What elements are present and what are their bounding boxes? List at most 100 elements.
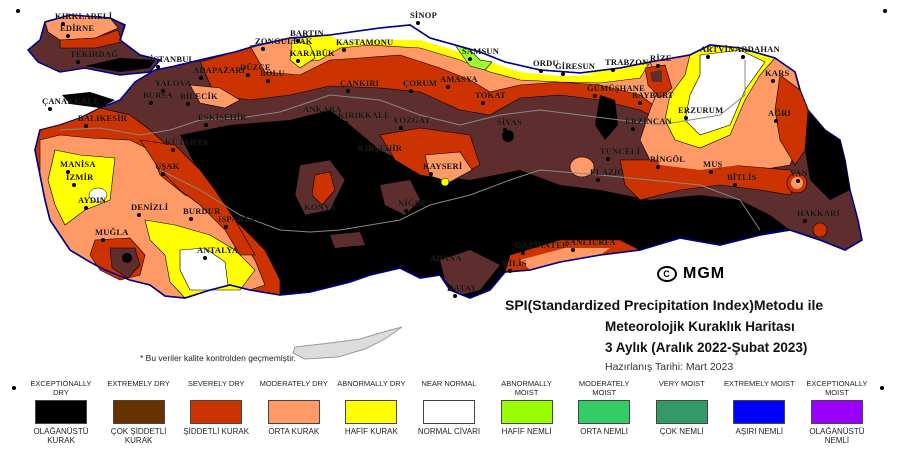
city-marker bbox=[771, 79, 775, 83]
city-marker bbox=[156, 65, 160, 69]
city-marker bbox=[774, 119, 778, 123]
city-label: TEKİRDAĞ bbox=[70, 49, 118, 59]
city-marker bbox=[638, 101, 642, 105]
legend-item-extremely-dry: EXTREMELY DRY ÇOK ŞİDDETLİ KURAK bbox=[107, 379, 170, 445]
city-label: KAYSERİ bbox=[423, 161, 463, 171]
city-label: ISPARTA bbox=[218, 214, 256, 224]
map-title-line3: 3 Aylık (Aralık 2022-Şubat 2023) bbox=[605, 340, 808, 355]
city-marker bbox=[161, 172, 165, 176]
city-marker bbox=[399, 126, 403, 130]
city-marker bbox=[161, 89, 165, 93]
city-label: MUŞ bbox=[703, 159, 723, 169]
city-label: BARTIN bbox=[290, 28, 324, 38]
city-label: HATAY bbox=[447, 283, 477, 293]
city-marker bbox=[224, 225, 228, 229]
city-marker bbox=[48, 107, 52, 111]
city-label: BOLU bbox=[260, 68, 285, 78]
city-marker bbox=[76, 60, 80, 64]
city-label: AMASYA bbox=[440, 74, 478, 84]
city-label: EDİRNE bbox=[60, 23, 95, 33]
corner-dot bbox=[16, 9, 20, 13]
city-label: ARTVİN bbox=[700, 44, 735, 54]
city-label: KARS bbox=[765, 68, 790, 78]
map-title-line2: Meteorolojik Kuraklık Haritası bbox=[605, 319, 795, 334]
legend-swatch bbox=[733, 400, 786, 424]
legend-item-moderately-moist: MODERATELY MOIST ORTA NEMLİ bbox=[578, 379, 631, 436]
city-label: BİTLİS bbox=[727, 172, 757, 182]
city-label: ÇORUM bbox=[403, 78, 438, 88]
quality-note: * Bu veriler kalite kontrolden geçmemişt… bbox=[140, 353, 296, 363]
city-marker bbox=[453, 294, 457, 298]
city-label: ANKARA bbox=[303, 104, 342, 114]
city-label: BURDUR bbox=[183, 206, 221, 216]
city-label: ÇANAKKALE bbox=[42, 96, 100, 106]
city-label: MUĞLA bbox=[95, 227, 129, 237]
legend-item-extremely-moist: EXTREMELY MOIST AŞIRI NEMLİ bbox=[724, 379, 795, 436]
city-label: NİĞDE bbox=[398, 198, 427, 208]
drought-map bbox=[26, 14, 863, 330]
city-label: VAN bbox=[790, 168, 808, 178]
city-marker bbox=[296, 39, 300, 43]
city-label: ŞANLIURFA bbox=[565, 237, 616, 247]
city-label: BURSA bbox=[143, 90, 173, 100]
city-label: KARABÜK bbox=[290, 48, 335, 58]
map-regions bbox=[26, 14, 863, 299]
city-marker bbox=[596, 178, 600, 182]
city-label: DENİZLİ bbox=[131, 202, 169, 212]
city-marker bbox=[706, 55, 710, 59]
city-marker bbox=[741, 55, 745, 59]
legend-item-exceptionally-dry: EXCEPTIONALLY DRY OLAĞANÜSTÜ KURAK bbox=[30, 379, 92, 445]
city-marker bbox=[571, 248, 575, 252]
city-label: YALOVA bbox=[155, 78, 192, 88]
legend-item-moderately-dry: MODERATELY DRY ORTA KURAK bbox=[259, 379, 328, 436]
city-marker bbox=[346, 89, 350, 93]
city-label: AYDIN bbox=[78, 195, 107, 205]
legend-dot bbox=[880, 386, 884, 390]
city-marker bbox=[709, 170, 713, 174]
city-label: ADAPAZARI bbox=[193, 65, 246, 75]
city-label: SAMSUN bbox=[462, 46, 500, 56]
city-label: UŞAK bbox=[155, 161, 180, 171]
city-label: KIRŞEHİR bbox=[358, 143, 403, 153]
city-marker bbox=[796, 179, 800, 183]
city-label: TUNCELİ bbox=[600, 146, 641, 156]
city-marker bbox=[446, 85, 450, 89]
city-marker bbox=[684, 116, 688, 120]
legend-item-very-moist: VERY MOIST ÇOK NEMLİ bbox=[645, 379, 719, 445]
city-marker bbox=[521, 251, 525, 255]
copyright-icon: C bbox=[657, 266, 677, 282]
city-marker bbox=[101, 238, 105, 242]
city-label: MANİSA bbox=[60, 159, 96, 169]
city-marker bbox=[171, 148, 175, 152]
city-label: TRABZON bbox=[605, 57, 649, 67]
city-marker bbox=[429, 172, 433, 176]
city-label: GAZİANTEP bbox=[515, 240, 568, 250]
city-marker bbox=[631, 127, 635, 131]
city-label: ZONGULDAK bbox=[255, 36, 313, 46]
legend-swatch bbox=[810, 400, 863, 424]
legend-swatch bbox=[655, 400, 708, 424]
cyprus-inset bbox=[292, 326, 403, 360]
city-label: YOZGAT bbox=[393, 115, 431, 125]
legend-swatch bbox=[422, 400, 475, 424]
city-label: KASTAMONU bbox=[336, 37, 394, 47]
legend-item-exceptionally-moist: EXCEPTIONALLY MOIST OLAĞANÜSTÜ NEMLİ bbox=[806, 379, 868, 445]
city-marker bbox=[606, 157, 610, 161]
city-marker bbox=[309, 115, 313, 119]
city-marker bbox=[436, 264, 440, 268]
city-label: DÜZCE bbox=[240, 62, 271, 72]
city-marker bbox=[404, 209, 408, 213]
city-marker bbox=[204, 123, 208, 127]
legend-item-severely-dry: SEVERELY DRY ŞİDDETLİ KURAK bbox=[183, 379, 250, 436]
city-label: KÜTAHYA bbox=[165, 137, 209, 147]
city-label: İSTANBUL bbox=[150, 54, 195, 64]
city-label: ESKİŞEHİR bbox=[198, 112, 247, 122]
legend-item-abnormally-dry: ABNORMALLY DRY HAFİF KURAK bbox=[337, 379, 406, 436]
city-label: ELAZIĞ bbox=[590, 167, 625, 177]
city-marker bbox=[310, 213, 314, 217]
city-label: RİZE bbox=[650, 53, 672, 63]
city-marker bbox=[342, 48, 346, 52]
city-label: ÇANKIRI bbox=[340, 78, 380, 88]
city-label: ORDU bbox=[533, 58, 559, 68]
city-label: BAYBURT bbox=[632, 90, 674, 100]
